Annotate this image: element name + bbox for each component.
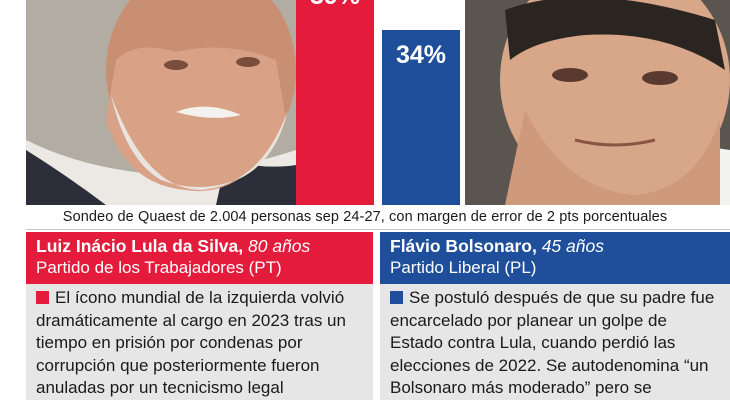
candidate-header-lula: Luiz Inácio Lula da Silva, 80 años Parti… <box>26 232 373 284</box>
bolsonaro-photo <box>465 0 730 205</box>
candidate-party-bolsonaro: Partido Liberal (PL) <box>390 258 537 277</box>
lula-photo <box>26 0 296 205</box>
candidate-header-bolsonaro: Flávio Bolsonaro, 45 años Partido Libera… <box>380 232 730 284</box>
bar-bolsonaro: 34% <box>382 30 460 205</box>
red-square-icon <box>36 291 49 304</box>
bar-lula: 39% <box>296 0 374 205</box>
candidate-name-lula: Luiz Inácio Lula da Silva <box>36 236 239 256</box>
description-box-bolsonaro: Se postuló después de que su padre fue e… <box>380 284 730 400</box>
candidate-name-line-lula: Luiz Inácio Lula da Silva, 80 años <box>36 236 311 256</box>
candidate-name-bolsonaro: Flávio Bolsonaro <box>390 236 532 256</box>
description-lula: El ícono mundial de la izquierda volvió … <box>36 288 346 397</box>
candidate-name-line-bolsonaro: Flávio Bolsonaro, 45 años <box>390 236 604 256</box>
candidate-age-lula: 80 años <box>248 236 311 256</box>
bar-label-lula: 39% <box>296 0 374 9</box>
candidate-party-lula: Partido de los Trabajadores (PT) <box>36 258 282 277</box>
bar-label-bolsonaro: 34% <box>395 41 447 69</box>
description-bolsonaro: Se postuló después de que su padre fue e… <box>390 288 715 397</box>
source-note: Sondeo de Quaest de 2.004 personas sep 2… <box>62 209 668 225</box>
description-box-lula: El ícono mundial de la izquierda volvió … <box>26 284 373 400</box>
blue-square-icon <box>390 291 403 304</box>
divider <box>26 229 730 230</box>
candidate-age-bolsonaro: 45 años <box>541 236 604 256</box>
